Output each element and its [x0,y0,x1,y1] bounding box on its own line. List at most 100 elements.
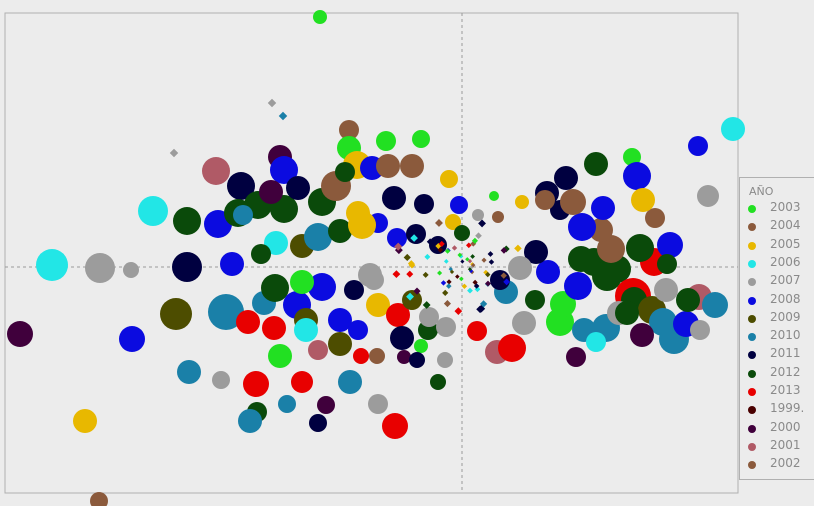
data-point [403,253,411,262]
data-point [435,218,443,227]
data-point [560,189,586,215]
data-point [138,196,168,226]
legend-swatch [748,333,756,342]
data-point [259,180,283,204]
data-point [445,214,461,230]
data-point [270,156,298,184]
legend: AÑO 200341200447200535200624200747200847… [739,177,814,480]
data-point [394,242,403,251]
data-point [382,413,408,439]
data-point [454,225,470,241]
data-point [449,269,455,275]
data-point [702,292,728,318]
data-point [286,176,310,200]
data-point [508,256,532,280]
data-point [294,318,318,342]
data-point [515,195,529,209]
data-point [160,298,192,330]
data-point [455,274,460,279]
legend-swatch [748,442,756,451]
data-point [426,238,434,246]
data-point [278,111,288,121]
legend-label: 1999. [770,401,805,416]
data-point [454,307,463,315]
data-point [208,294,244,330]
data-point [591,196,615,220]
data-point [390,326,414,350]
data-point [630,323,654,347]
legend-label: 2012 [770,364,801,379]
data-point [473,283,480,289]
legend-swatch [748,369,756,378]
data-point [457,252,463,258]
data-point [406,292,415,301]
data-point [475,232,482,240]
data-point [36,249,68,281]
data-point [308,340,328,360]
data-point [512,311,536,335]
data-point [202,157,230,185]
data-point [524,240,548,264]
data-point [339,120,359,140]
data-point [492,211,504,223]
data-point [554,166,578,190]
data-point [348,211,376,239]
data-point [236,310,260,334]
data-point [262,316,286,340]
data-point [419,307,439,327]
data-point [328,332,352,356]
legend-label: 2007 [770,273,801,288]
legend-label: 2003 [770,200,801,214]
data-point [721,117,745,141]
data-point [422,271,429,278]
data-point [212,371,230,389]
legend-label: 2002 [770,456,801,471]
data-point [400,154,424,178]
legend-swatch [748,424,756,433]
legend-swatch [748,259,756,268]
data-point [358,263,382,287]
data-point [412,130,430,148]
data-point [382,186,406,210]
legend-label: 2011 [770,346,801,361]
data-point [366,293,390,317]
data-point [344,280,364,300]
legend-swatch [748,351,756,360]
legend-label: 2009 [770,309,801,324]
data-point [451,245,458,251]
data-point [220,252,244,276]
data-point [338,370,362,394]
data-point [409,352,425,368]
data-point [348,320,368,340]
data-point [467,321,487,341]
data-point [623,162,651,190]
data-points [7,10,745,506]
data-point [317,396,335,414]
data-point [261,274,289,302]
data-point [440,170,458,188]
data-point [335,162,355,182]
data-point [443,259,449,264]
data-point [472,209,484,221]
data-point [437,270,443,276]
data-point [437,352,453,368]
data-point [243,371,269,397]
data-point [304,223,332,251]
data-point [291,371,313,393]
data-point [478,219,486,228]
legend-swatch [748,278,756,287]
data-point [487,251,494,257]
data-point [238,409,262,433]
data-point [500,272,507,279]
data-point [443,300,451,308]
data-point [422,301,431,309]
data-point [564,272,592,300]
data-point [489,191,499,201]
data-point [406,224,426,244]
data-point [430,374,446,390]
legend-label: 2004 [770,218,801,233]
data-point [376,154,400,178]
legend-swatch [748,461,756,470]
legend-title: AÑO [749,185,774,198]
